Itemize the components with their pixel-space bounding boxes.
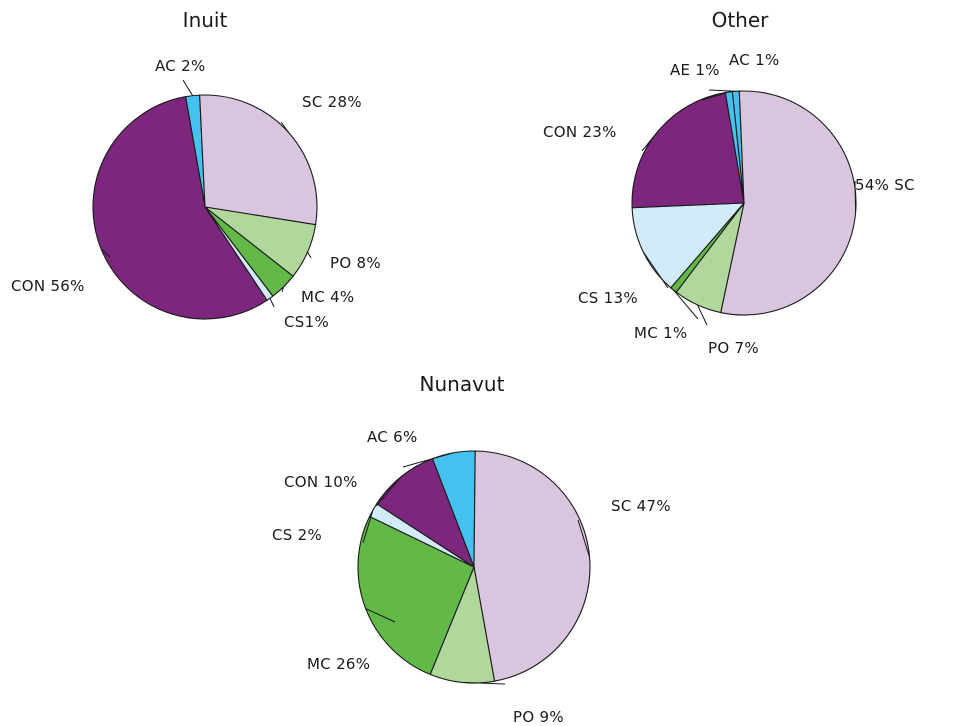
leader-line <box>280 121 289 133</box>
slice-label: CON 23% <box>543 123 617 141</box>
slice-label: PO 7% <box>708 339 759 357</box>
slice-label: MC 1% <box>634 324 687 342</box>
leader-line <box>641 132 658 152</box>
leader-line <box>365 608 396 623</box>
slice-label: CON 10% <box>284 473 358 491</box>
pie-chart-other: Other AC 1% 54% SC PO 7% MC 1% CS 13% CON 23% A… <box>543 8 915 357</box>
slice-label: MC 4% <box>301 288 354 306</box>
slice-label: CS1% <box>284 313 329 331</box>
slice-label: AC 1% <box>729 51 780 69</box>
slice-label: SC 47% <box>611 497 671 515</box>
leader-line <box>708 89 736 92</box>
slice-label: CS 13% <box>578 289 638 307</box>
leader-line <box>577 519 591 558</box>
pie-chart-nunavut: Nunavut AC 6% SC 47% PO 9% MC 26% CS 2% CON 10… <box>272 372 671 726</box>
leader-line <box>696 304 708 326</box>
pie-chart-inuit: Inuit AC 2% SC 28% PO 8% MC 4% CS1% CON 56% <box>11 8 381 331</box>
slice-label: AC 6% <box>367 428 418 446</box>
slice-label: PO 9% <box>513 708 564 726</box>
leader-line <box>673 289 699 320</box>
leader-line <box>307 251 312 259</box>
slice-label: AE 1% <box>670 61 720 79</box>
slice-label: 54% SC <box>855 176 915 194</box>
slice-label: CON 56% <box>11 277 85 295</box>
pie-slice-sc <box>473 450 591 682</box>
leader-line <box>854 180 857 213</box>
leader-line <box>362 509 374 544</box>
chart-title: Other <box>712 8 770 32</box>
leader-line <box>642 251 669 289</box>
pie-slice-con <box>631 91 745 209</box>
slice-label: MC 26% <box>307 655 370 673</box>
leader-line <box>701 91 729 101</box>
leader-line <box>269 298 275 308</box>
leader-line <box>375 476 402 507</box>
leader-line <box>100 248 111 258</box>
chart-title: Inuit <box>183 8 228 32</box>
chart-title: Nunavut <box>420 372 505 396</box>
pie-slice-sc <box>199 94 318 226</box>
slice-label: CS 2% <box>272 526 322 544</box>
slice-label: AC 2% <box>155 57 206 75</box>
pie-slice-sc <box>720 90 857 316</box>
slice-label: PO 8% <box>330 254 381 272</box>
leader-line <box>182 79 194 96</box>
leader-line <box>281 286 285 293</box>
leader-line <box>461 681 506 685</box>
slice-label: SC 28% <box>302 93 362 111</box>
